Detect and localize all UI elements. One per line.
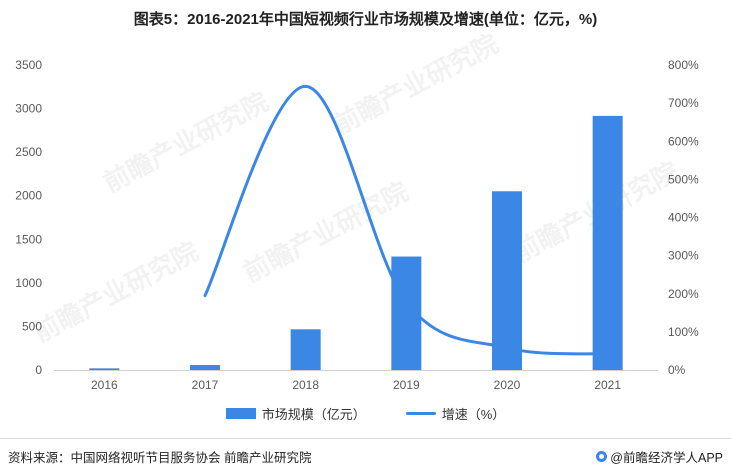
y-left-tick-label: 500 (22, 319, 42, 333)
y-right-tick-label: 100% (668, 325, 699, 339)
y-right-tick-label: 0% (668, 363, 686, 377)
legend-line-swatch (405, 412, 436, 415)
y-right-tick-label: 300% (668, 249, 699, 263)
bar (290, 329, 321, 370)
line-series (203, 84, 610, 356)
legend-bar-swatch (225, 408, 256, 419)
brand-logo-icon (596, 451, 608, 462)
bar (89, 368, 120, 370)
brand-label: @前瞻经济学人APP (610, 451, 723, 465)
x-tick-label: 2016 (91, 378, 118, 392)
legend-bar-label: 市场规模（亿元） (261, 407, 366, 422)
y-right-tick-label: 600% (668, 134, 699, 148)
y-right-tick-label: 500% (668, 172, 699, 186)
y-left-tick-label: 2000 (15, 189, 42, 203)
watermark-layer: 前瞻产业研究院前瞻产业研究院前瞻产业研究院前瞻产业研究院前瞻产业研究院 (28, 28, 683, 349)
y-left-tick-label: 1000 (15, 276, 42, 290)
watermark-text: 前瞻产业研究院 (28, 236, 203, 349)
x-tick-label: 2019 (393, 378, 420, 392)
y-right-tick-label: 200% (668, 287, 699, 301)
legend: 市场规模（亿元） 增速（%） (0, 404, 731, 423)
y-left-tick-label: 1500 (15, 232, 42, 246)
bar-series (89, 115, 623, 371)
bar (190, 365, 220, 370)
y-left-tick-label: 0 (35, 363, 42, 377)
bar (592, 115, 623, 371)
bar (492, 191, 522, 370)
x-tick-label: 2017 (192, 378, 219, 392)
chart-title: 图表5：2016-2021年中国短视频行业市场规模及增速(单位：亿元，%) (133, 11, 598, 28)
legend-line-label: 增速（%） (441, 407, 506, 422)
x-tick-label: 2020 (494, 378, 521, 392)
y-left-tick-label: 3000 (15, 102, 42, 116)
growth-line (203, 84, 610, 356)
x-tick-label: 2018 (292, 378, 319, 392)
y-right-tick-label: 400% (668, 211, 699, 225)
y-left-tick-label: 3500 (15, 58, 42, 72)
legend-item-line: 增速（%） (405, 404, 506, 423)
y-left-tick-label: 2500 (15, 145, 42, 159)
legend-item-bar: 市场规模（亿元） (225, 404, 366, 423)
source-note: 资料来源：中国网络视听节目服务协会 前瞻产业研究院 (8, 451, 312, 465)
brand-credit: @前瞻经济学人APP (596, 447, 723, 466)
y-right-tick-label: 800% (668, 58, 699, 72)
x-tick-label: 2021 (594, 378, 621, 392)
watermark-text: 前瞻产业研究院 (238, 176, 413, 289)
combo-chart: 前瞻产业研究院前瞻产业研究院前瞻产业研究院前瞻产业研究院前瞻产业研究院 0 500… (15, 28, 699, 392)
tick-labels: 0 500 1000 1500 2000 2500 3000 3500 0% 100% 200% 30… (15, 58, 699, 392)
footer-divider (0, 438, 731, 439)
watermark-text: 前瞻产业研究院 (328, 28, 503, 141)
y-right-tick-label: 700% (668, 96, 699, 110)
